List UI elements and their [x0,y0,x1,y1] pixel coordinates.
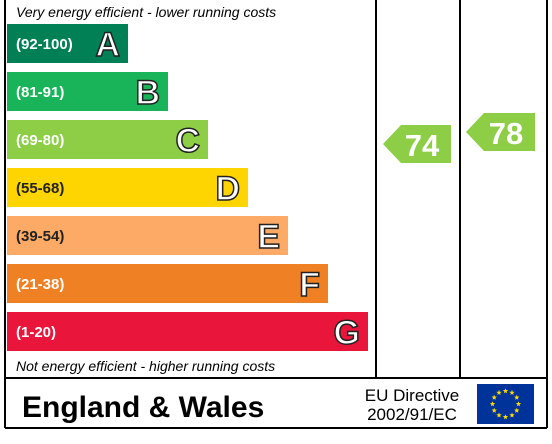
band-letter: A [95,26,120,64]
band [7,72,168,111]
band [7,312,368,351]
band-range: (92-100) [16,36,73,53]
band [7,24,128,63]
bands: (92-100) A (81-91) B (69-80) C (55-68) D (39-54)… [7,24,368,353]
band-letter: F [299,266,320,304]
top-note: Very energy efficient - lower running co… [16,4,276,20]
eu-star [491,394,497,400]
eu-star [496,389,502,395]
eu-star [514,407,520,413]
band-letter: B [135,74,160,112]
bottom-note: Not energy efficient - higher running co… [16,358,275,374]
directive-line1: EU Directive [365,386,459,405]
band [7,168,248,207]
band-range: (39-54) [16,228,64,245]
eu-star [502,388,509,394]
band [7,120,208,159]
band-letter: C [175,122,200,160]
band [7,216,288,255]
band-letter: D [215,170,240,208]
eu-star [491,407,497,413]
band [7,264,328,303]
eu-star [502,414,509,420]
directive-line2: 2002/91/EC [367,405,457,424]
band-range: (21-38) [16,276,64,293]
potential-arrow [466,113,535,151]
eu-star [509,389,515,395]
eu-star [514,394,520,400]
band-letter: E [257,218,280,256]
frame [4,0,548,429]
region: England & Wales [22,391,264,424]
eu-star [509,412,515,418]
eu-star [496,412,502,418]
band-range: (81-91) [16,84,64,101]
band-range: (55-68) [16,180,64,197]
eu-star [489,401,496,407]
band-letter: G [334,314,360,352]
band-range: (69-80) [16,132,64,149]
eu-star [515,401,522,407]
eu-stars [489,388,522,420]
current-arrow [383,125,451,163]
current-score: 74 [405,128,440,163]
potential-score: 78 [489,116,523,151]
band-range: (1-20) [16,324,56,341]
